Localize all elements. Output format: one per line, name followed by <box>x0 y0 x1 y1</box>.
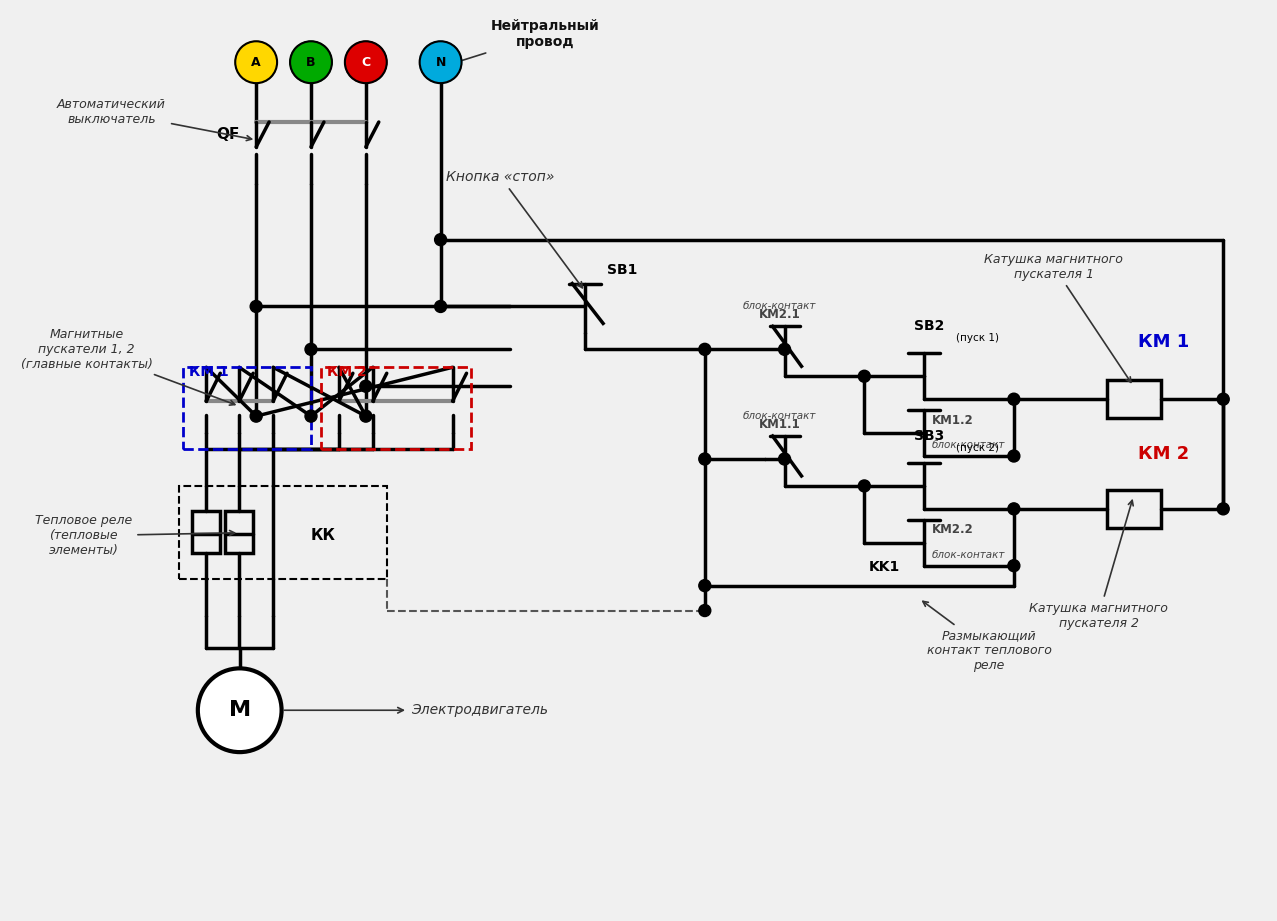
Text: KM2.1: KM2.1 <box>759 309 801 321</box>
Circle shape <box>235 41 277 83</box>
Text: блок-контакт: блок-контакт <box>743 411 816 421</box>
Circle shape <box>699 579 711 591</box>
Text: КМ 2: КМ 2 <box>1138 445 1189 463</box>
Text: Автоматический
выключатель: Автоматический выключатель <box>57 98 252 141</box>
Text: Тепловое реле
(тепловые
элементы): Тепловое реле (тепловые элементы) <box>34 514 235 557</box>
Circle shape <box>1008 560 1020 572</box>
Text: Размыкающий
контакт теплового
реле: Размыкающий контакт теплового реле <box>923 601 1051 672</box>
Circle shape <box>1008 393 1020 405</box>
Circle shape <box>420 41 461 83</box>
Text: блок-контакт: блок-контакт <box>932 550 1005 560</box>
Circle shape <box>858 480 871 492</box>
Circle shape <box>699 453 711 465</box>
Circle shape <box>1217 393 1230 405</box>
Text: KM2.2: KM2.2 <box>932 523 974 536</box>
Circle shape <box>1008 450 1020 462</box>
Circle shape <box>779 453 790 465</box>
Circle shape <box>434 300 447 312</box>
Text: блок-контакт: блок-контакт <box>743 301 816 311</box>
Text: Кнопка «стоп»: Кнопка «стоп» <box>446 169 582 287</box>
Text: SB3: SB3 <box>914 429 945 443</box>
Text: SB2: SB2 <box>914 320 945 333</box>
Bar <box>225 511 253 553</box>
Text: QF: QF <box>216 127 239 143</box>
Text: Электродвигатель: Электродвигатель <box>285 704 548 717</box>
Text: блок-контакт: блок-контакт <box>932 440 1005 450</box>
Text: KK1: KK1 <box>868 560 900 574</box>
Text: KM1.1: KM1.1 <box>759 418 801 431</box>
Circle shape <box>250 410 262 422</box>
Circle shape <box>305 344 317 356</box>
Circle shape <box>858 370 871 382</box>
Text: KM1.2: KM1.2 <box>932 414 974 426</box>
Text: Катушка магнитного
пускателя 1: Катушка магнитного пускателя 1 <box>985 252 1131 382</box>
Bar <box>179 486 387 578</box>
Text: B: B <box>306 55 315 69</box>
Text: SB1: SB1 <box>607 262 637 276</box>
Bar <box>184 367 312 449</box>
Text: Нейтральный
провод: Нейтральный провод <box>444 19 600 67</box>
Text: (пуск 2): (пуск 2) <box>956 443 999 453</box>
Text: A: A <box>252 55 261 69</box>
Text: М: М <box>229 700 250 720</box>
Circle shape <box>305 410 317 422</box>
Bar <box>193 511 220 553</box>
Circle shape <box>699 604 711 616</box>
Circle shape <box>1008 503 1020 515</box>
Circle shape <box>779 344 790 356</box>
Text: КМ 1: КМ 1 <box>189 366 229 379</box>
Circle shape <box>434 234 447 246</box>
Bar <box>321 367 470 449</box>
Bar <box>1107 490 1161 528</box>
Text: (пуск 1): (пуск 1) <box>956 333 999 344</box>
Circle shape <box>360 410 372 422</box>
Text: N: N <box>435 55 446 69</box>
Circle shape <box>290 41 332 83</box>
Text: КК: КК <box>312 529 336 543</box>
Circle shape <box>1217 503 1230 515</box>
Text: КМ 2: КМ 2 <box>327 366 366 379</box>
Text: Катушка магнитного
пускателя 2: Катушка магнитного пускателя 2 <box>1029 500 1168 630</box>
Circle shape <box>198 669 282 752</box>
Text: C: C <box>361 55 370 69</box>
Text: КМ 1: КМ 1 <box>1138 333 1189 351</box>
Circle shape <box>250 300 262 312</box>
Circle shape <box>699 344 711 356</box>
Text: Магнитные
пускатели 1, 2
(главные контакты): Магнитные пускатели 1, 2 (главные контак… <box>20 328 235 405</box>
Circle shape <box>360 380 372 392</box>
Bar <box>1107 380 1161 418</box>
Circle shape <box>345 41 387 83</box>
